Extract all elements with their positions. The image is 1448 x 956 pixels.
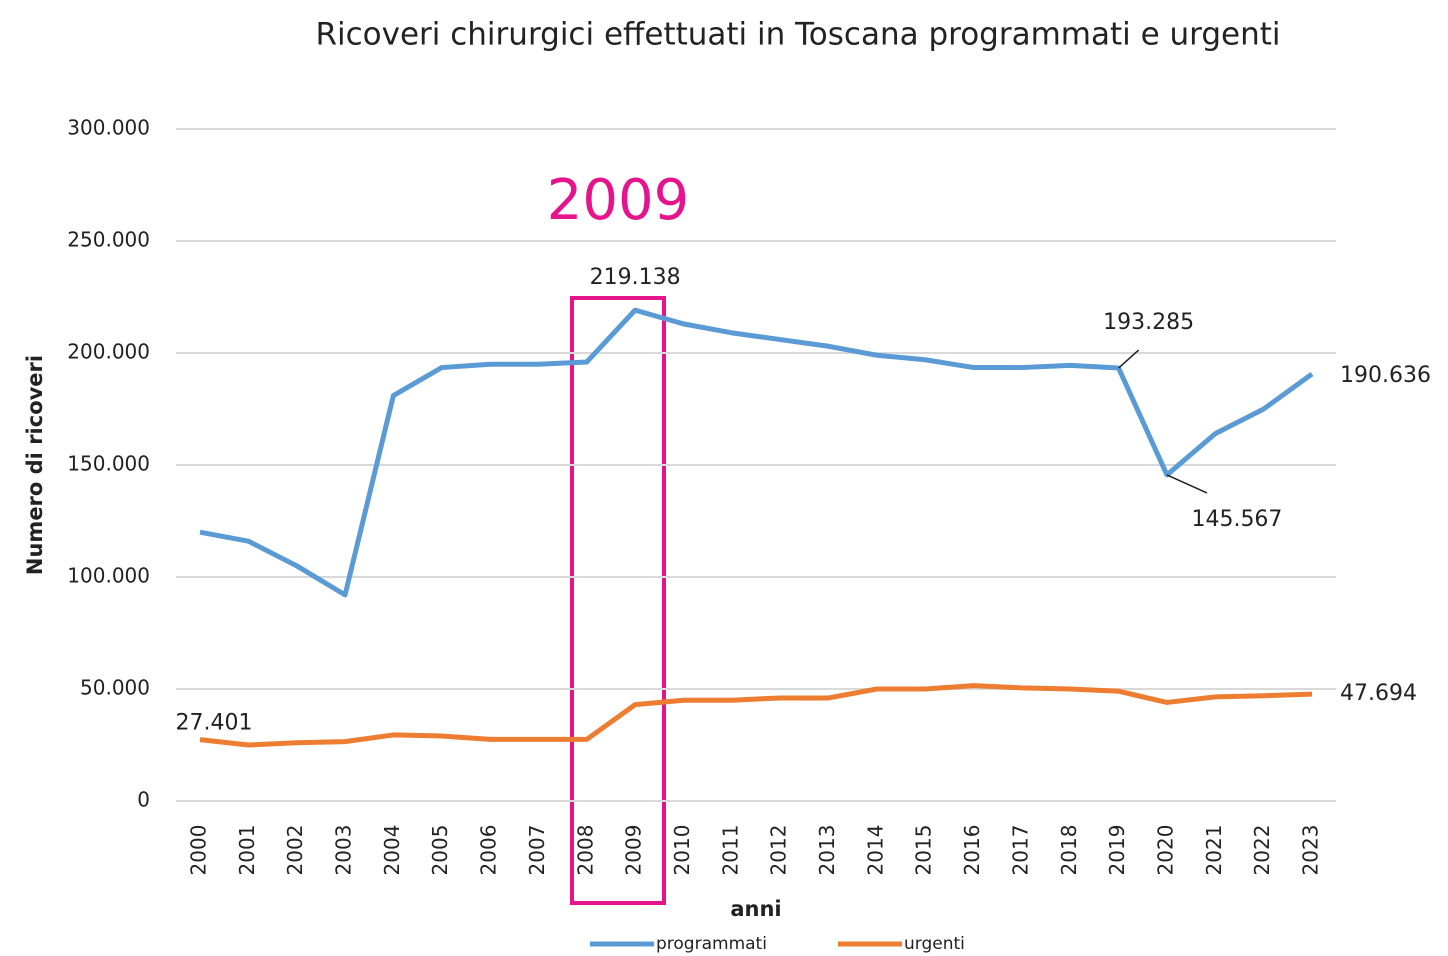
x-tick-label: 2001: [235, 825, 259, 876]
y-tick-label: 150.000: [67, 452, 150, 476]
x-axis-label: anni: [730, 897, 781, 921]
x-tick-label: 2017: [1008, 825, 1032, 876]
series-line: [199, 683, 1313, 748]
data-label: 193.285: [1103, 310, 1194, 335]
data-label: 145.567: [1191, 507, 1282, 532]
x-tick-label: 2022: [1250, 825, 1274, 876]
y-tick-label: 0: [137, 788, 150, 812]
x-tick-label: 2002: [283, 825, 307, 876]
x-tick-label: 2003: [332, 825, 356, 876]
x-tick-label: 2012: [767, 825, 791, 876]
x-tick-label: 2019: [1105, 825, 1129, 876]
y-tick-label: 300.000: [67, 116, 150, 140]
x-tick-label: 2010: [670, 825, 694, 876]
y-tick-label: 250.000: [67, 228, 150, 252]
x-tick-label: 2020: [1153, 825, 1177, 876]
x-tick-label: 2018: [1057, 825, 1081, 876]
x-tick-label: 2021: [1202, 825, 1226, 876]
y-tick-label: 50.000: [80, 676, 150, 700]
data-label: 47.694: [1340, 681, 1417, 706]
leader-line: [1118, 349, 1140, 369]
x-tick-label: 2009: [622, 825, 646, 876]
x-tick-label: 2015: [912, 825, 936, 876]
legend-label: programmati: [656, 934, 767, 954]
y-tick-label: 100.000: [67, 564, 150, 588]
data-label: 27.401: [176, 711, 253, 736]
x-tick-label: 2007: [525, 825, 549, 876]
x-tick-label: 2000: [187, 825, 211, 876]
x-tick-label: 2023: [1299, 825, 1323, 876]
highlight-box: [570, 296, 666, 905]
x-tick-label: 2008: [573, 825, 597, 876]
x-tick-label: 2005: [428, 825, 452, 876]
x-tick-label: 2011: [718, 825, 742, 876]
leader-line: [1166, 474, 1208, 494]
x-tick-label: 2014: [863, 825, 887, 876]
data-label: 219.138: [590, 265, 681, 290]
y-tick-label: 200.000: [67, 340, 150, 364]
series-line: [199, 307, 1314, 598]
chart-title: Ricoveri chirurgici effettuati in Toscan…: [315, 17, 1280, 53]
legend-label: urgenti: [904, 934, 965, 954]
x-tick-label: 2013: [815, 825, 839, 876]
y-axis-label: Numero di ricoveri: [23, 355, 47, 575]
annotation: 2009: [547, 168, 690, 233]
x-tick-label: 2004: [380, 825, 404, 876]
x-tick-label: 2006: [477, 825, 501, 876]
data-label: 190.636: [1340, 363, 1431, 388]
x-tick-label: 2016: [960, 825, 984, 876]
